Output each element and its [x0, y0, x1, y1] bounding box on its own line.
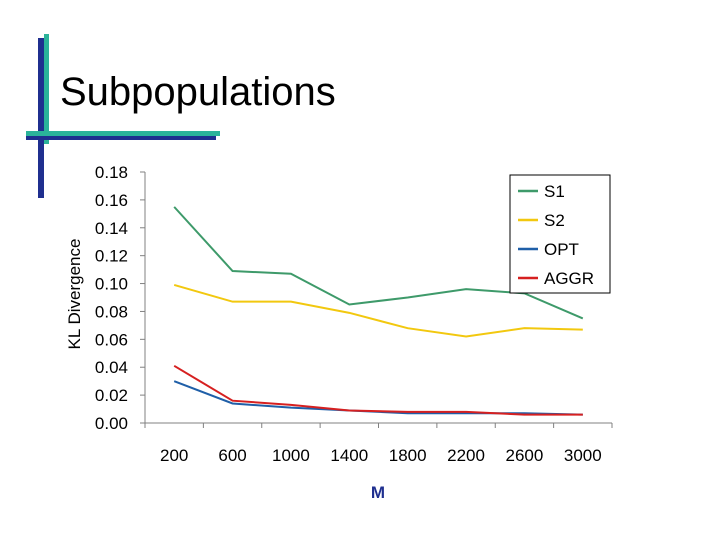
legend-label-s2: S2 [544, 211, 565, 230]
y-tick-label: 0.04 [95, 358, 128, 377]
x-tick-label: 2600 [506, 446, 544, 465]
x-tick-labels: 200 600 1000 1400 1800 2200 2600 3000 [160, 446, 602, 465]
y-tick-label: 0.16 [95, 191, 128, 210]
legend-label-aggr: AGGR [544, 269, 594, 288]
x-tick-label: 1800 [389, 446, 427, 465]
series-line-s2 [173, 283, 583, 338]
y-tick-labels: 0.00 0.02 0.04 0.06 0.08 0.10 0.12 0.14 0.16 0.18 [95, 163, 128, 433]
chart-legend: S1 S2 OPT AGGR [509, 174, 611, 294]
accent-bar-vertical-teal [44, 34, 49, 144]
x-axis-label: M [371, 483, 385, 502]
series-line-aggr [173, 364, 583, 416]
x-tick-label: 200 [160, 446, 188, 465]
x-tick-label: 2200 [447, 446, 485, 465]
legend-label-opt: OPT [544, 240, 579, 259]
series-line-opt [173, 380, 583, 416]
y-tick-label: 0.00 [95, 414, 128, 433]
x-tick-label: 1000 [272, 446, 310, 465]
y-tick-label: 0.12 [95, 247, 128, 266]
legend-box [509, 174, 611, 294]
accent-bar-vertical-navy [38, 38, 44, 198]
y-tick-label: 0.08 [95, 302, 128, 321]
y-tick-label: 0.14 [95, 219, 128, 238]
y-tick-label: 0.18 [95, 163, 128, 182]
x-tick-label: 1400 [330, 446, 368, 465]
y-tick-label: 0.06 [95, 330, 128, 349]
legend-label-s1: S1 [544, 182, 565, 201]
y-axis-label: KL Divergence [65, 239, 84, 350]
accent-bar-horizontal-navy [26, 136, 216, 140]
accent-bar-horizontal-teal [26, 131, 220, 136]
x-tick-label: 3000 [564, 446, 602, 465]
y-tick-label: 0.02 [95, 386, 128, 405]
slide-title: Subpopulations [60, 70, 336, 114]
chart-axes [140, 171, 613, 428]
y-tick-label: 0.10 [95, 275, 128, 294]
x-tick-label: 600 [218, 446, 246, 465]
